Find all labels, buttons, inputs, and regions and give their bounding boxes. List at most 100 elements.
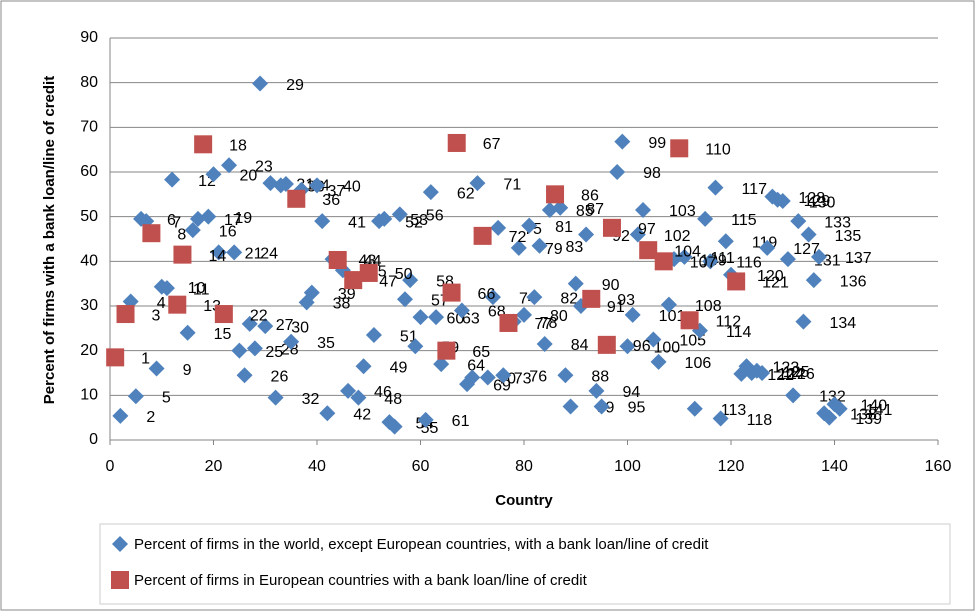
- point-label: 6: [167, 212, 176, 229]
- y-tick-label: 90: [80, 29, 98, 46]
- marker: [246, 340, 263, 357]
- marker: [328, 250, 347, 269]
- point-label: 124: [778, 366, 805, 383]
- marker: [226, 244, 243, 261]
- point-label: 90: [602, 277, 620, 294]
- marker: [267, 389, 284, 406]
- point-label: 9: [183, 362, 192, 379]
- marker: [805, 272, 822, 289]
- marker: [727, 272, 746, 291]
- marker: [257, 318, 274, 335]
- point-label: 120: [757, 268, 784, 285]
- point-label: 83: [566, 239, 584, 256]
- marker: [567, 275, 584, 292]
- marker: [355, 358, 372, 375]
- point-label: 86: [581, 188, 599, 205]
- point-label: 115: [731, 212, 757, 229]
- marker: [546, 185, 565, 204]
- marker: [707, 179, 724, 196]
- marker: [376, 210, 393, 227]
- point-label: 37: [327, 183, 345, 200]
- point-label: 104: [674, 243, 701, 260]
- point-label: 24: [260, 246, 278, 263]
- point-label: 71: [503, 176, 521, 193]
- marker: [350, 389, 367, 406]
- point-label: 127: [793, 241, 820, 258]
- marker: [428, 309, 445, 326]
- marker: [602, 218, 621, 237]
- marker: [303, 284, 320, 301]
- marker: [810, 248, 827, 265]
- marker: [510, 239, 527, 256]
- marker: [433, 356, 450, 373]
- point-label: 97: [638, 221, 656, 238]
- marker: [557, 367, 574, 384]
- point-label: 87: [586, 201, 604, 218]
- y-tick-label: 70: [80, 119, 98, 136]
- marker: [396, 291, 413, 308]
- marker: [287, 189, 306, 208]
- point-label: 27: [276, 317, 294, 334]
- marker: [407, 338, 424, 355]
- point-label: 46: [374, 384, 392, 401]
- x-tick-label: 100: [614, 458, 641, 475]
- marker: [437, 341, 456, 360]
- marker: [184, 222, 201, 239]
- marker: [785, 387, 802, 404]
- point-label: 36: [322, 192, 340, 209]
- y-tick-label: 0: [89, 431, 98, 448]
- x-tick-label: 120: [718, 458, 745, 475]
- marker: [116, 305, 135, 324]
- y-tick-label: 10: [80, 387, 98, 404]
- marker: [142, 224, 161, 243]
- x-tick-label: 60: [412, 458, 430, 475]
- point-label: 10: [188, 280, 206, 297]
- marker: [680, 311, 699, 330]
- marker: [521, 217, 538, 234]
- marker: [790, 213, 807, 230]
- point-label: 62: [457, 185, 475, 202]
- marker: [469, 175, 486, 192]
- point-label: 106: [685, 355, 712, 372]
- marker: [148, 360, 165, 377]
- marker: [473, 226, 492, 245]
- point-label: 99: [648, 135, 666, 152]
- point-label: 122: [767, 367, 794, 384]
- marker: [774, 193, 791, 210]
- x-tick-label: 80: [515, 458, 533, 475]
- y-tick-label: 30: [80, 297, 98, 314]
- y-tick-label: 40: [80, 253, 98, 270]
- point-label: 118: [747, 412, 773, 429]
- point-label: 42: [353, 406, 371, 423]
- marker: [531, 237, 548, 254]
- point-label: 25: [265, 344, 283, 361]
- point-label: 117: [741, 181, 767, 198]
- legend-box: [99, 523, 951, 605]
- point-label: 53: [410, 212, 428, 229]
- marker: [697, 210, 714, 227]
- point-label: 121: [762, 275, 789, 292]
- point-label: 35: [317, 335, 335, 352]
- marker: [111, 571, 129, 589]
- point-label: 125: [783, 364, 810, 381]
- marker: [210, 244, 227, 261]
- point-label: 1: [141, 351, 150, 368]
- point-label: 114: [726, 324, 752, 341]
- point-label: 126: [788, 366, 815, 383]
- marker: [597, 335, 616, 354]
- x-tick-label: 140: [821, 458, 848, 475]
- marker: [200, 208, 217, 225]
- marker: [541, 201, 558, 218]
- point-label: 32: [302, 391, 320, 408]
- marker: [800, 226, 817, 243]
- marker: [582, 289, 601, 308]
- marker: [344, 271, 363, 290]
- point-label: 84: [571, 337, 589, 354]
- point-label: 129: [804, 193, 831, 210]
- point-label: 94: [622, 384, 640, 401]
- marker: [464, 369, 481, 386]
- marker: [173, 245, 192, 264]
- marker: [158, 280, 175, 297]
- marker: [821, 409, 838, 426]
